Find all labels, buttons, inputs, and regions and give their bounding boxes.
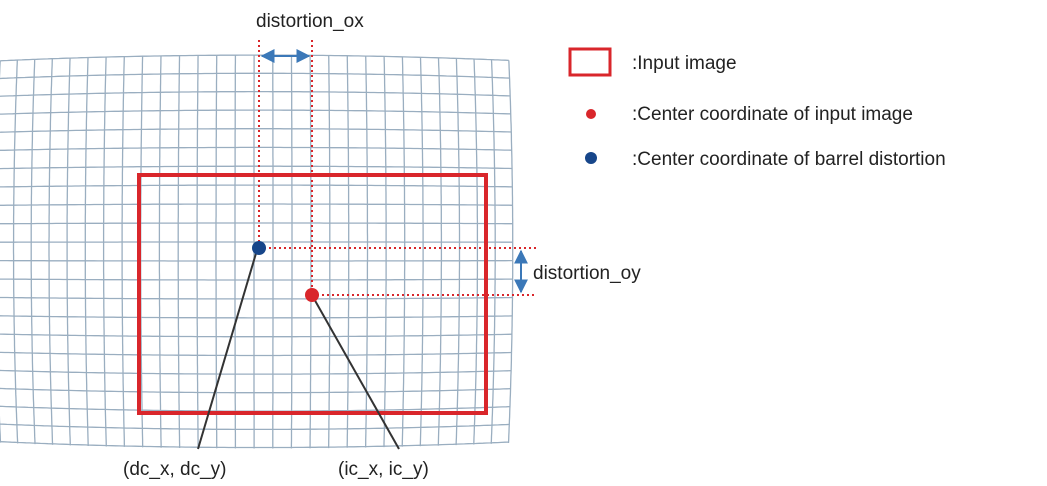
legend-input-center-label: :Center coordinate of input image: [632, 104, 913, 125]
distortion-ox-label: distortion_ox: [256, 11, 364, 32]
grid-horizontal-line: [0, 146, 512, 151]
grid-horizontal-line: [0, 315, 513, 319]
legend-input-image-label: :Input image: [632, 53, 737, 74]
grid-horizontal-line: [0, 109, 511, 115]
grid-vertical-line: [419, 57, 424, 447]
grid-vertical-line: [364, 56, 369, 448]
barrel-distortion-center-point: [252, 241, 266, 255]
grid-horizontal-line: [0, 278, 513, 281]
legend: :Input image :Center coordinate of input…: [568, 47, 946, 170]
grid-vertical-line: [346, 55, 350, 448]
legend-barrel-center-label: :Center coordinate of barrel distortion: [632, 149, 946, 170]
grid-horizontal-line: [0, 387, 511, 394]
distortion-grid: [0, 54, 514, 449]
grid-horizontal-line: [0, 54, 509, 62]
grid-vertical-line: [490, 59, 496, 444]
legend-barrel-center-swatch: [585, 152, 597, 164]
dc-leader-line: [197, 249, 258, 450]
distortion-oy-label: distortion_oy: [533, 263, 641, 284]
grid-vertical-line: [0, 60, 2, 443]
grid-vertical-line: [327, 55, 331, 449]
grid-vertical-line: [290, 55, 293, 449]
grid-vertical-line: [309, 55, 312, 449]
dc-coordinate-label: (dc_x, dc_y): [123, 459, 226, 480]
grid-vertical-line: [84, 57, 89, 447]
ic-coordinate-label: (ic_x, ic_y): [338, 459, 429, 480]
grid-vertical-line: [30, 59, 36, 445]
grid-horizontal-line: [0, 441, 509, 449]
grid-vertical-line: [507, 60, 514, 444]
grid-vertical-line: [121, 56, 126, 447]
grid-horizontal-line: [0, 184, 513, 188]
grid-horizontal-line: [0, 72, 510, 80]
grid-vertical-line: [66, 58, 71, 446]
grid-horizontal-line: [0, 296, 513, 300]
input-image-center-point: [305, 288, 319, 302]
grid-vertical-line: [102, 57, 107, 447]
legend-input-image-swatch: [568, 47, 612, 77]
grid-horizontal-line: [0, 333, 512, 338]
grid-vertical-line: [158, 55, 162, 448]
grid-vertical-line: [196, 55, 199, 449]
ic-leader-line: [312, 296, 400, 450]
grid-horizontal-line: [0, 423, 510, 431]
grid-vertical-line: [401, 56, 406, 447]
grid-horizontal-line: [0, 405, 511, 412]
grid-horizontal-line: [0, 128, 512, 133]
grid-vertical-line: [48, 58, 54, 445]
grid-horizontal-line: [0, 222, 513, 225]
grid-vertical-line: [455, 58, 461, 446]
grid-vertical-line: [437, 57, 443, 446]
grid-horizontal-line: [0, 369, 512, 375]
grid-horizontal-line: [0, 165, 513, 170]
grid-vertical-line: [473, 58, 479, 445]
grid-horizontal-line: [0, 203, 513, 206]
grid-horizontal-line: [0, 90, 511, 97]
grid-horizontal-line: [0, 351, 512, 357]
grid-vertical-line: [12, 59, 19, 444]
grid-vertical-line: [383, 56, 387, 448]
grid-vertical-line: [177, 55, 181, 448]
legend-input-center-swatch: [586, 109, 596, 119]
guide-lines: [258, 40, 536, 296]
